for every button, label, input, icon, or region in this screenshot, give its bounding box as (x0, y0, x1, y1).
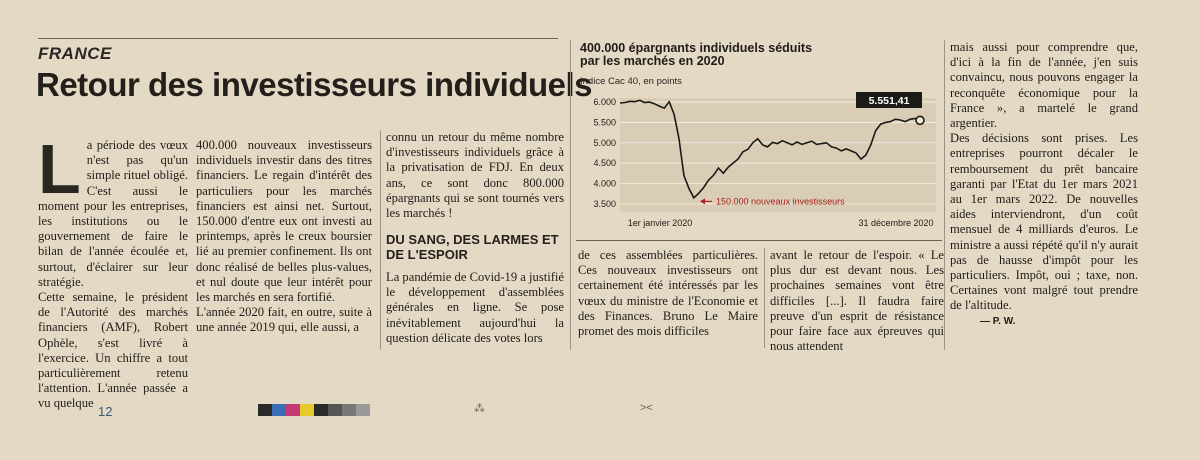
page-number: 12 (98, 404, 113, 419)
series-line (619, 99, 921, 200)
dropcap: L (38, 130, 81, 208)
registration-mark: ⁂ (474, 403, 485, 415)
headline: Retour des investisseurs individuels (36, 66, 593, 103)
column-3b: La pandémie de Covid-19 a justifié le dé… (386, 270, 564, 346)
signature: — P. W. (980, 315, 1016, 327)
column-5: avant le retour de l'espoir. « Le plus d… (770, 248, 944, 354)
last-value-label: 5.551,41 (869, 95, 910, 107)
color-registration-bar (258, 404, 370, 416)
column-2: 400.000 nouveaux investisseurs individue… (196, 138, 372, 336)
column-5-text: avant le retour de l'espoir. « Le plus d… (770, 248, 944, 354)
y-tick-label: 6.000 (593, 97, 616, 107)
y-tick-label: 5.000 (593, 138, 616, 148)
column-2-text: 400.000 nouveaux investisseurs individue… (196, 138, 372, 305)
column-6: mais aussi pour comprendre que, d'ici à … (950, 40, 1138, 329)
subhead: DU SANG, DES LARMES ET DE L'ESPOIR (386, 232, 559, 262)
annotation-label: 150.000 nouveaux investisseurs (716, 196, 845, 206)
x-tick-label: 31 décembre 2020 (858, 218, 933, 228)
chart-bottom-rule (576, 240, 942, 241)
column-1-text: a période des vœux n'est pas qu'un simpl… (38, 138, 188, 289)
column-divider (570, 40, 571, 350)
column-3: connu un retour du même nombre d'investi… (386, 130, 564, 221)
chart-subtitle: Indice Cac 40, en points (580, 76, 682, 87)
plot-background (620, 98, 936, 212)
column-2-text-b: L'année 2020 fait, en outre, suite à une… (196, 305, 372, 335)
column-divider (944, 40, 945, 350)
x-tick-label: 1er janvier 2020 (628, 218, 693, 228)
column-divider (380, 130, 381, 350)
y-tick-label: 5.500 (593, 117, 616, 127)
column-6-text-b: Des décisions sont prises. Les entrepris… (950, 131, 1138, 313)
section-label: FRANCE (38, 44, 112, 63)
y-tick-label: 4.500 (593, 158, 616, 168)
column-1-text-b: Cette semaine, le président de l'Autorit… (38, 290, 188, 411)
column-1: L a période des vœux n'est pas qu'un sim… (38, 130, 188, 412)
registration-mark: >< (640, 402, 653, 414)
annotation-arrowhead (700, 198, 705, 205)
column-3-text-b: La pandémie de Covid-19 a justifié le dé… (386, 270, 565, 345)
column-3-text: connu un retour du même nombre d'investi… (386, 130, 564, 221)
last-point-marker (915, 115, 925, 126)
column-4: de ces assemblées particulières. Ces nou… (578, 248, 758, 339)
top-rule (38, 38, 558, 39)
cac40-line-chart: 6.000 5.500 5.000 4.500 4.000 3.500 5.551,41 15… (593, 92, 936, 228)
last-value-badge (856, 92, 922, 108)
chart-title: 400.000 épargnants individuels séduits p… (580, 41, 813, 68)
y-tick-label: 3.500 (593, 199, 616, 209)
y-tick-label: 4.000 (593, 179, 616, 189)
column-divider (764, 248, 765, 348)
column-6-text: mais aussi pour comprendre que, d'ici à … (950, 40, 1138, 131)
column-4-text: de ces assemblées particulières. Ces nou… (578, 248, 758, 339)
